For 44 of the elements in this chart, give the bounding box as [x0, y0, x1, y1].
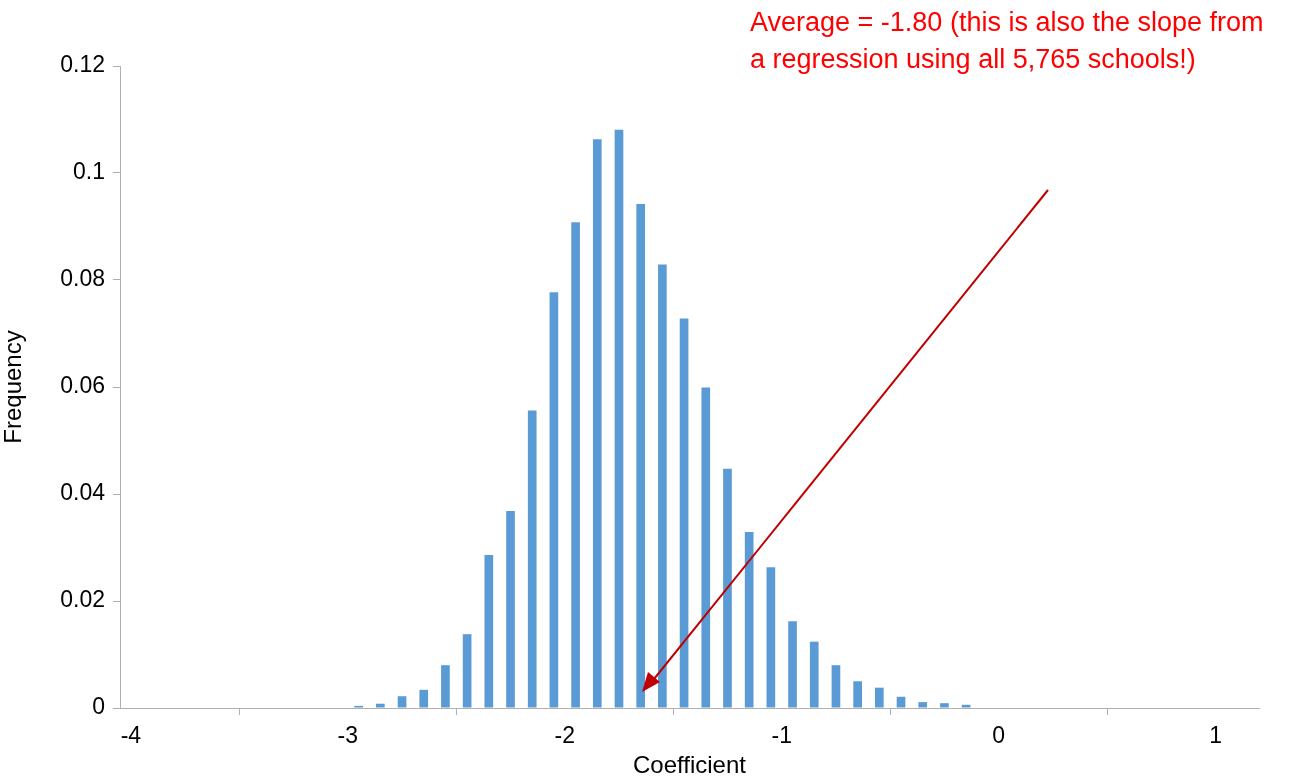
y-axis-title: Frequency [0, 330, 27, 444]
bar [723, 468, 732, 708]
x-tick-label: -4 [120, 722, 142, 749]
bar [571, 222, 580, 708]
x-axis-title: Coefficient [633, 751, 747, 779]
bar [614, 129, 624, 708]
bar [853, 681, 862, 708]
bar [441, 665, 450, 708]
x-tick-label: 1 [1209, 722, 1223, 749]
bar [462, 634, 472, 708]
bar [527, 410, 537, 708]
bar [961, 704, 971, 708]
bar [896, 696, 906, 708]
x-tick-label: -1 [771, 722, 792, 749]
x-tick-label: -2 [554, 722, 575, 749]
y-tick-label: 0.1 [73, 158, 105, 185]
x-tick-label: -3 [337, 722, 359, 749]
bar [549, 292, 559, 708]
bar [679, 318, 689, 708]
y-tick-label: 0 [92, 693, 105, 720]
y-tick-label: 0.04 [60, 479, 106, 506]
bar [940, 703, 949, 708]
bar [376, 703, 385, 708]
y-tick-label: 0.08 [60, 265, 105, 292]
y-tick-label: 0.12 [60, 51, 105, 78]
bar [831, 665, 841, 708]
bar [744, 531, 754, 708]
bar [766, 567, 776, 708]
bar [809, 641, 819, 708]
x-tick-label: 0 [992, 722, 1006, 749]
bar [701, 387, 711, 708]
bar [658, 264, 667, 708]
bar [636, 204, 646, 708]
bar [918, 702, 928, 708]
bar [788, 621, 797, 708]
y-tick-label: 0.06 [60, 372, 105, 399]
bar [484, 554, 494, 708]
bar [874, 687, 884, 708]
bar [397, 696, 407, 708]
bar [419, 689, 429, 708]
bar [506, 511, 515, 708]
y-tick-label: 0.02 [60, 586, 105, 613]
annotation: Average = -1.80 (this is also the slope from a regression using all 5,765 schools!) [750, 6, 1265, 76]
bar [592, 139, 602, 708]
